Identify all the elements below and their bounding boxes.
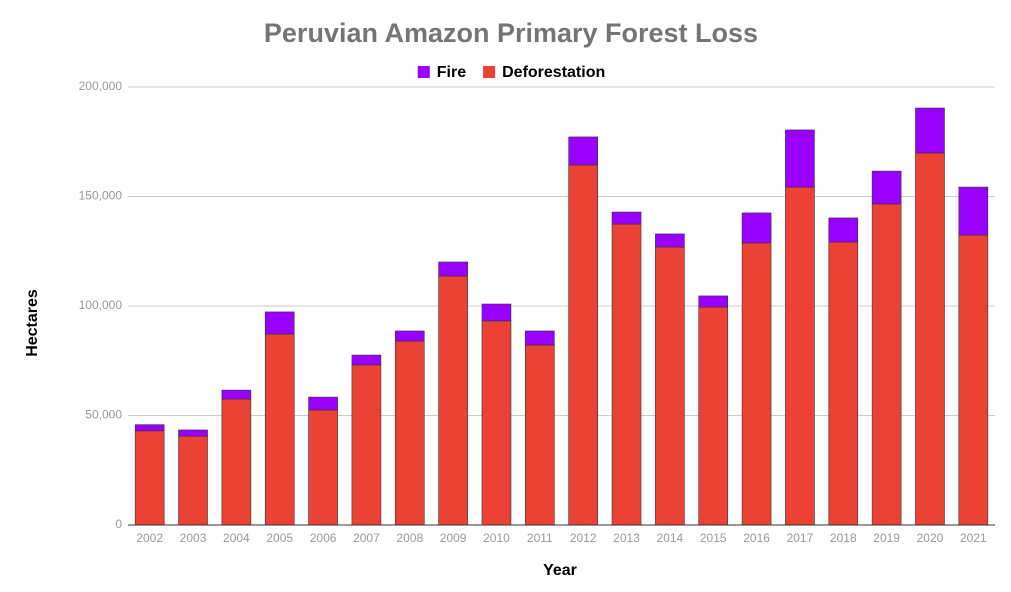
bar-segment <box>525 330 555 346</box>
bar-segment <box>178 429 208 437</box>
legend-label: Deforestation <box>502 64 605 81</box>
x-tick-label: 2010 <box>483 531 510 545</box>
bar-segment <box>915 152 945 526</box>
bar-segment <box>394 340 425 526</box>
x-axis-label: Year <box>543 562 577 579</box>
bar-segment <box>611 223 642 526</box>
bar-segment <box>785 186 815 526</box>
bar-segment <box>568 164 598 526</box>
bar-segment <box>741 212 772 244</box>
bar-segment <box>178 435 208 526</box>
bar-segment <box>438 275 468 526</box>
y-tick-label: 50,000 <box>85 408 122 422</box>
x-tick-label: 2011 <box>527 531 553 545</box>
bar-segment <box>221 389 252 400</box>
y-axis-label: Hectares <box>24 289 41 357</box>
x-tick-label: 2015 <box>700 531 727 545</box>
chart-title: Peruvian Amazon Primary Forest Loss <box>264 18 758 48</box>
x-tick-label: 2019 <box>873 531 900 545</box>
bar-segment <box>264 311 295 335</box>
x-tick-label: 2009 <box>440 531 467 545</box>
x-tick-label: 2012 <box>570 531 597 545</box>
bar-segment <box>438 261 468 277</box>
bar-segment <box>741 242 772 526</box>
bar-segment <box>308 396 338 411</box>
bar-segment <box>134 424 165 432</box>
legend-swatch <box>417 66 430 78</box>
x-tick-label: 2005 <box>266 531 293 545</box>
legend-label: Fire <box>437 64 466 81</box>
x-tick-label: 2006 <box>310 531 337 545</box>
x-tick-label: 2008 <box>396 531 423 545</box>
bar-segment <box>655 246 685 526</box>
bar-segment <box>308 409 338 526</box>
bar-segment <box>785 129 815 188</box>
x-tick-label: 2004 <box>223 531 250 545</box>
bar-segment <box>871 170 902 205</box>
x-tick-label: 2017 <box>787 531 814 545</box>
bar-segment <box>698 306 729 526</box>
bar-segment <box>828 217 859 243</box>
x-tick-label: 2013 <box>613 531 640 545</box>
x-tick-label: 2007 <box>353 531 380 545</box>
bar-segment <box>958 186 989 236</box>
bar-segment <box>481 303 512 322</box>
bar-segment <box>481 320 512 526</box>
x-tick-label: 2021 <box>960 531 987 545</box>
bar-segment <box>568 136 598 166</box>
x-tick-label: 2014 <box>657 531 684 545</box>
y-tick-label: 150,000 <box>79 189 123 203</box>
bar-segment <box>221 398 252 526</box>
x-tick-label: 2020 <box>917 531 944 545</box>
x-tick-label: 2018 <box>830 531 857 545</box>
bar-segment <box>698 295 729 308</box>
y-tick-label: 0 <box>115 517 122 531</box>
x-tick-label: 2016 <box>743 531 770 545</box>
legend-swatch <box>483 66 496 78</box>
bar-segment <box>394 330 425 342</box>
bar-segment <box>871 203 902 526</box>
bar-segment <box>351 364 382 526</box>
x-tick-label: 2003 <box>180 531 207 545</box>
bar-segment <box>915 107 945 154</box>
bar-segment <box>611 211 642 225</box>
y-tick-label: 100,000 <box>79 298 123 312</box>
bar-segment <box>525 344 555 526</box>
bar-segment <box>958 234 989 526</box>
bar-segment <box>134 430 165 526</box>
bar-segment <box>655 233 685 248</box>
y-tick-label: 200,000 <box>79 79 123 93</box>
bar-segment <box>264 333 295 526</box>
bar-segment <box>828 241 859 526</box>
bar-segment <box>351 354 382 366</box>
x-tick-label: 2002 <box>136 531 163 545</box>
